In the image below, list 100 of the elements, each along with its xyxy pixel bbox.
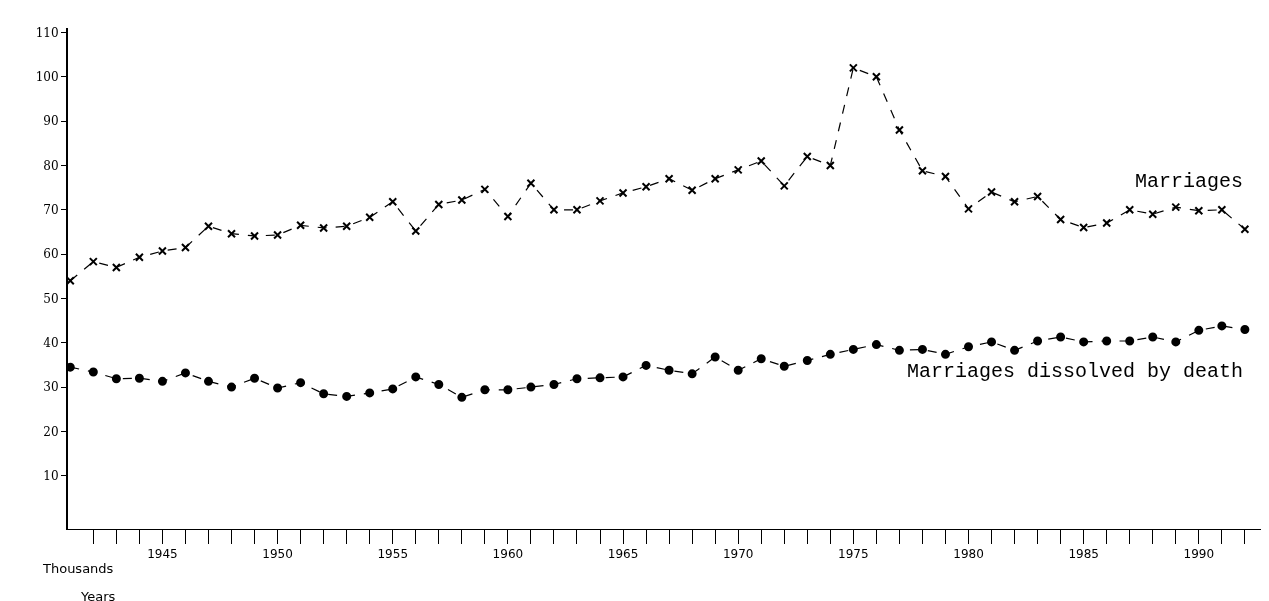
point [779,181,789,191]
x-tick-label: 1990 [1183,547,1215,562]
y-tick-label: 100 [35,69,59,84]
point [526,178,536,188]
point [88,367,98,377]
point [180,242,190,252]
point [1010,197,1020,207]
point [987,187,997,197]
x-tick-label: 1980 [953,547,984,562]
point [917,344,927,354]
series-label: Marriages dissolved by death [907,360,1244,383]
point [687,369,697,379]
point [1171,202,1181,212]
point [273,383,283,393]
point [825,160,835,170]
point [180,368,190,378]
point [1079,223,1089,233]
x-tick-label: 1985 [1068,547,1099,562]
point [664,174,674,184]
point [365,212,375,222]
point [848,344,858,354]
point [549,379,559,389]
point [733,365,743,375]
point [779,361,789,371]
point [1102,336,1112,346]
point [595,373,605,383]
point [710,174,720,184]
point [964,342,974,352]
point [1240,224,1250,234]
x-tick-label: 1970 [722,547,754,562]
y-tick-label: 60 [43,247,59,262]
point [595,196,605,206]
point [894,345,904,355]
point [434,379,444,389]
point [1033,336,1043,346]
point [1240,324,1250,334]
point [411,372,421,382]
point [848,63,858,73]
point [1010,345,1020,355]
point [1102,218,1112,228]
point [549,205,559,215]
point [871,72,881,82]
point [342,221,352,231]
y-tick-label: 40 [43,335,59,350]
point [296,220,306,230]
point [157,246,167,256]
point [802,152,812,162]
point [157,376,167,386]
point [1148,332,1158,342]
point [134,252,144,262]
point [1079,337,1089,347]
point [1194,325,1204,335]
point [618,188,628,198]
point [388,384,398,394]
point [526,382,536,392]
x-tick-label: 1945 [147,547,178,562]
point [250,373,260,383]
point [203,221,213,231]
point [480,385,490,395]
point [342,391,352,401]
point [1148,209,1158,219]
y-tick-label: 30 [43,380,59,395]
point [203,376,213,386]
point [1171,337,1181,347]
point [1125,205,1135,215]
point [365,388,375,398]
point [825,349,835,359]
point [733,165,743,175]
point [227,229,237,239]
point [1125,336,1135,346]
point [411,226,421,236]
x-tick-label: 1965 [607,547,639,562]
point [1056,215,1066,225]
point [111,262,121,272]
point [917,166,927,176]
series-label: Marriages [1135,170,1244,193]
point [940,349,950,359]
point [503,211,513,221]
point [319,223,329,233]
point [802,356,812,366]
point [111,374,121,384]
point [871,340,881,350]
x-tick-label: 1960 [492,547,524,562]
point [1056,332,1066,342]
point [1217,205,1227,215]
point [134,373,144,383]
point [250,231,260,241]
point [1033,191,1043,201]
point [1194,206,1204,216]
y-tick-label: 110 [35,25,59,40]
x-tick-label: 1975 [838,547,869,562]
point [457,392,467,402]
point [940,172,950,182]
point [88,257,98,267]
x-tick-label: 1950 [262,547,293,562]
point [273,230,283,240]
point [987,337,997,347]
point [388,197,398,207]
y-tick-label: 20 [43,424,59,439]
point [503,385,513,395]
